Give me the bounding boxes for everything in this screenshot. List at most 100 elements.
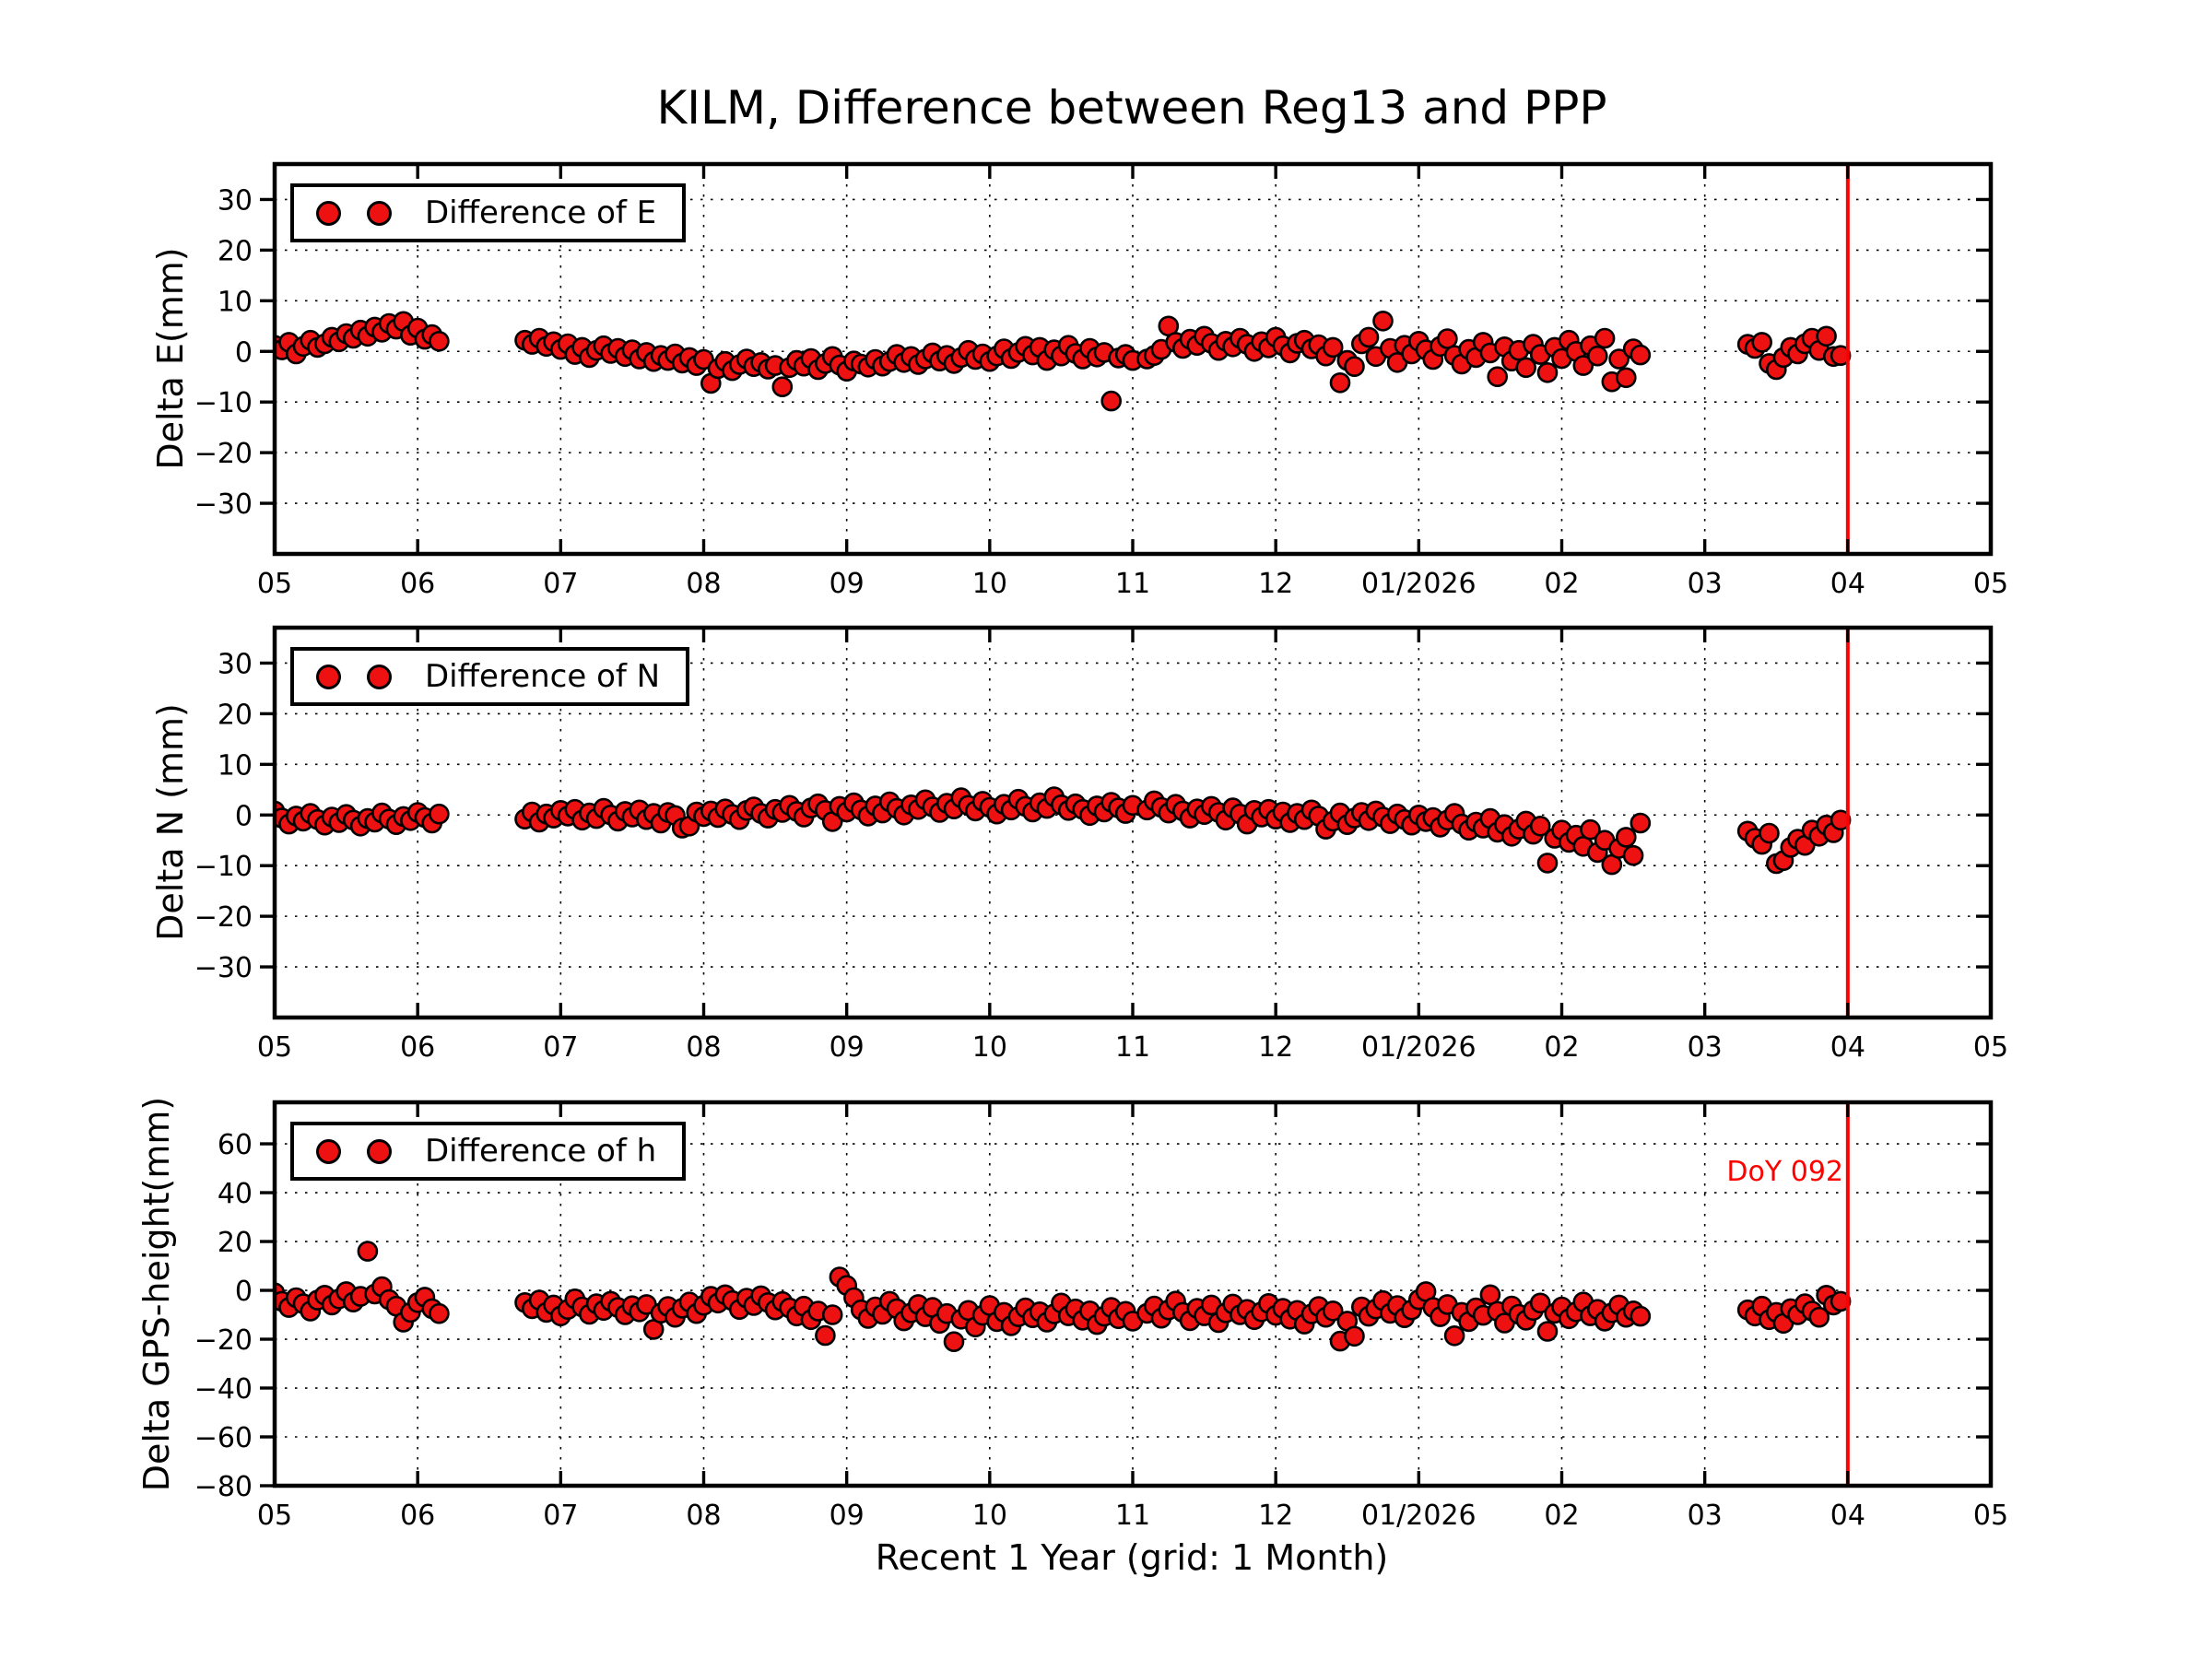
data-point: [1515, 357, 1536, 379]
subplot-E: 05 06 07 08 09 10 11 12 01/2026 02 03 04 05 −30 −20 −10…: [194, 161, 2008, 600]
x-tick-label: 08: [686, 568, 721, 600]
x-tick-label: 10: [972, 1500, 1007, 1532]
data-point: [1830, 1290, 1852, 1312]
data-point: [1536, 361, 1559, 383]
x-tick-label: 03: [1688, 1031, 1723, 1064]
data-point: [1372, 310, 1394, 332]
data-point: [1616, 367, 1637, 389]
y-tick-label: −60: [194, 1422, 253, 1454]
x-tick-label: 02: [1544, 568, 1579, 600]
y-tick-label: −10: [194, 387, 253, 419]
x-tick-label: 05: [1973, 568, 2008, 600]
x-tick-label: 05: [257, 568, 292, 600]
x-tick-label: 01/2026: [1361, 1031, 1477, 1064]
data-point: [693, 348, 714, 371]
data-point: [1630, 344, 1652, 366]
data-point: [1344, 1325, 1365, 1347]
x-tick-label: 01/2026: [1361, 568, 1477, 600]
y-tick-label: −30: [194, 952, 253, 984]
data-point: [1322, 1300, 1344, 1322]
data-point: [1587, 345, 1608, 367]
x-tick-label: 07: [543, 1500, 578, 1532]
x-tick-label: 12: [1258, 568, 1293, 600]
data-point: [1322, 336, 1344, 359]
x-tick-label: 09: [830, 568, 865, 600]
x-tick-label: 10: [972, 568, 1007, 600]
x-tick-label: 05: [1973, 1031, 2008, 1064]
x-tick-label: 05: [1973, 1500, 2008, 1532]
legend-e: Difference of E: [290, 183, 687, 242]
x-tick-label: 09: [830, 1500, 865, 1532]
y-tick-label: 0: [235, 800, 253, 832]
x-tick-label: 04: [1830, 1031, 1865, 1064]
y-tick-label: 30: [218, 648, 253, 680]
y-tick-label: 40: [218, 1178, 253, 1210]
data-point: [1816, 325, 1837, 347]
x-tick-label: 01/2026: [1361, 1500, 1477, 1532]
chart-title: KILM, Difference between Reg13 and PPP: [656, 81, 1607, 135]
data-point: [1830, 809, 1852, 831]
data-point: [1751, 332, 1772, 353]
x-tick-label: 11: [1115, 568, 1150, 600]
y-axis-label-h: Delta GPS-height(mm): [136, 1096, 177, 1492]
x-tick-label: 10: [972, 1031, 1007, 1064]
legend-marker-icon: [367, 664, 392, 689]
y-tick-label: −40: [194, 1373, 253, 1406]
x-tick-label: 06: [400, 1500, 435, 1532]
x-tick-label: 05: [257, 1500, 292, 1532]
x-tick-label: 03: [1688, 1500, 1723, 1532]
x-tick-label: 05: [257, 1031, 292, 1064]
data-point: [1529, 815, 1551, 837]
y-tick-label: 10: [218, 749, 253, 782]
legend-marker-icon: [367, 1138, 392, 1164]
data-point: [815, 1324, 836, 1347]
data-point: [1358, 326, 1380, 348]
data-point: [429, 803, 450, 825]
legend-label-n: Difference of N: [425, 658, 661, 695]
data-point: [1830, 345, 1852, 367]
x-tick-label: 08: [686, 1500, 721, 1532]
legend-n: Difference of N: [290, 647, 690, 706]
data-point: [1630, 1305, 1652, 1327]
data-point: [1580, 818, 1601, 841]
data-point: [429, 1302, 450, 1324]
x-tick-label: 02: [1544, 1031, 1579, 1064]
y-tick-label: −20: [194, 901, 253, 934]
x-tick-label: 12: [1258, 1500, 1293, 1532]
x-tick-label: 07: [543, 568, 578, 600]
plot-frame: [272, 161, 1994, 557]
x-axis-label: Recent 1 Year (grid: 1 Month): [875, 1537, 1389, 1578]
data-point: [1529, 1292, 1551, 1314]
x-tick-label: 07: [543, 1031, 578, 1064]
data-point: [1100, 390, 1122, 412]
x-tick-label: 04: [1830, 568, 1865, 600]
data-point: [1808, 1306, 1830, 1328]
data-point: [1344, 356, 1365, 378]
y-tick-label: −80: [194, 1471, 253, 1503]
scatter-series: [275, 786, 1852, 876]
legend-marker-icon: [316, 664, 341, 689]
data-point: [1487, 366, 1508, 388]
data-point: [1608, 348, 1630, 370]
x-tick-label: 03: [1688, 568, 1723, 600]
data-point: [429, 330, 450, 352]
x-tick-label: 11: [1115, 1031, 1150, 1064]
x-tick-label: 06: [400, 1031, 435, 1064]
x-tick-label: 12: [1258, 1031, 1293, 1064]
legend-marker-icon: [316, 200, 341, 226]
data-point: [1329, 371, 1351, 394]
data-point: [1536, 853, 1559, 874]
data-point: [357, 1241, 379, 1262]
y-tick-label: −10: [194, 851, 253, 883]
y-tick-label: −20: [194, 438, 253, 470]
x-tick-label: 04: [1830, 1500, 1865, 1532]
y-tick-label: 0: [235, 1276, 253, 1308]
y-tick-label: 20: [218, 235, 253, 267]
data-point: [1536, 1321, 1559, 1342]
x-tick-label: 06: [400, 568, 435, 600]
data-point: [1572, 355, 1594, 376]
scatter-series: [275, 1241, 1852, 1352]
data-point: [943, 1331, 965, 1352]
